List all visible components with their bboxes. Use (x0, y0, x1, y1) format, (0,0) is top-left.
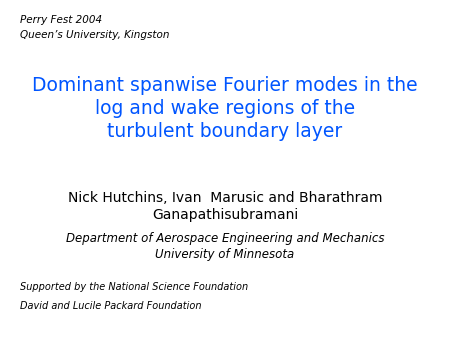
Text: Perry Fest 2004: Perry Fest 2004 (20, 15, 102, 25)
Text: Nick Hutchins, Ivan  Marusic and Bharathram
Ganapathisubramani: Nick Hutchins, Ivan Marusic and Bharathr… (68, 191, 382, 222)
Text: Supported by the National Science Foundation: Supported by the National Science Founda… (20, 282, 248, 292)
Text: Dominant spanwise Fourier modes in the
log and wake regions of the
turbulent bou: Dominant spanwise Fourier modes in the l… (32, 76, 418, 141)
Text: Department of Aerospace Engineering and Mechanics
University of Minnesota: Department of Aerospace Engineering and … (66, 232, 384, 261)
Text: David and Lucile Packard Foundation: David and Lucile Packard Foundation (20, 301, 201, 311)
Text: Queen’s University, Kingston: Queen’s University, Kingston (20, 30, 169, 40)
